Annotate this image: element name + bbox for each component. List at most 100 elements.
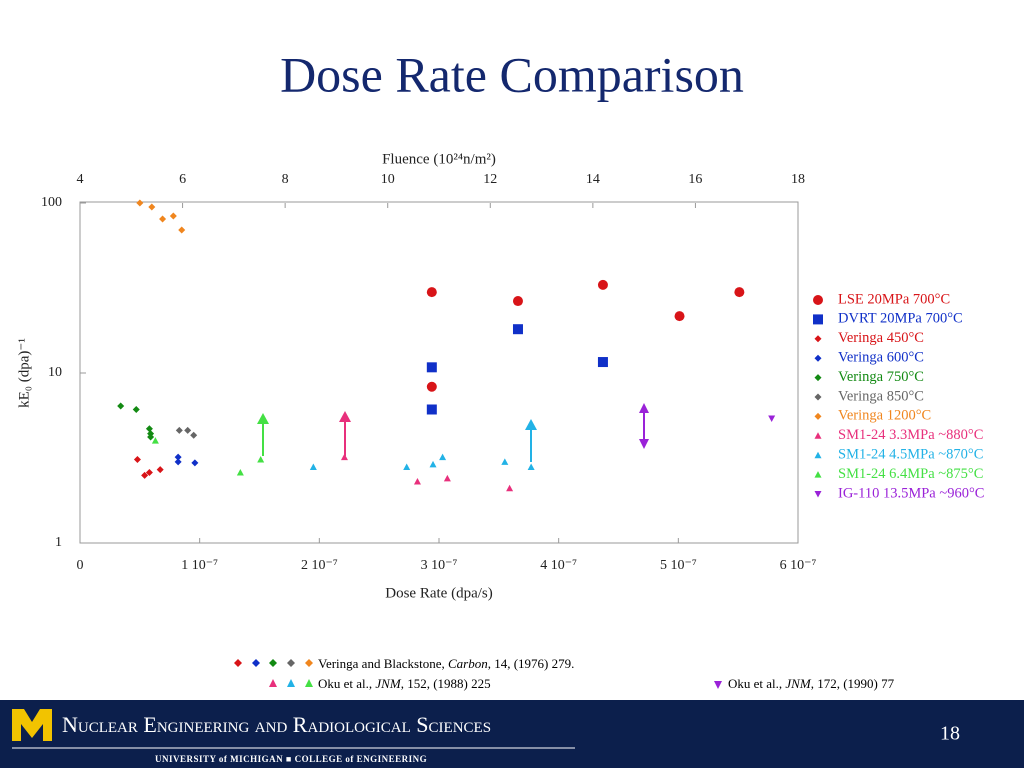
arrow-head	[339, 411, 351, 422]
reference: Veringa and Blackstone, Carbon, 14, (197…	[318, 656, 574, 671]
data-point	[136, 199, 144, 207]
arrow-head	[639, 403, 649, 413]
reference-part: , 14, (1976) 279.	[488, 656, 575, 671]
reference-part: , 172, (1990) 77	[811, 676, 895, 691]
data-point	[597, 279, 608, 290]
x-tick-label: 2 10⁻⁷	[301, 558, 338, 573]
x2-tick-label: 12	[483, 172, 497, 187]
reference-part: JNM	[785, 676, 811, 691]
x2-axis-label: Fluence (10²⁴n/m²)	[382, 151, 496, 167]
legend-marker	[814, 412, 822, 420]
data-point	[734, 287, 745, 298]
data-point	[147, 433, 155, 441]
legend-label: SM1-24 6.4MPa ~875°C	[838, 466, 983, 482]
x2-tick-label: 8	[282, 172, 289, 187]
data-point	[145, 468, 153, 476]
x-tick-label: 5 10⁻⁷	[660, 558, 697, 573]
arrow-head	[639, 439, 649, 449]
logo	[12, 709, 52, 741]
x2-tick-label: 18	[791, 172, 805, 187]
data-point	[340, 453, 348, 461]
reference-part: Oku et al.,	[318, 676, 375, 691]
ref-marker	[287, 679, 295, 687]
data-point	[768, 415, 776, 422]
data-point	[443, 474, 451, 482]
x-tick-label: 0	[77, 558, 84, 573]
data-point	[174, 458, 182, 466]
legend-label: DVRT 20MPa 700°C	[838, 311, 963, 327]
reference: Oku et al., JNM, 172, (1990) 77	[728, 676, 895, 691]
legend-label: IG-110 13.5MPa ~960°C	[838, 485, 984, 501]
legend-marker	[814, 335, 822, 343]
legend-marker	[814, 451, 822, 459]
legend-marker	[814, 354, 822, 362]
data-point	[148, 203, 156, 211]
data-point	[506, 484, 514, 492]
reference: Oku et al., JNM, 152, (1988) 225	[318, 676, 491, 691]
y-axis-label: kE₀ (dpa)⁻¹	[16, 338, 32, 408]
data-point	[151, 437, 159, 444]
data-point	[403, 463, 411, 470]
ref-marker	[305, 679, 313, 687]
ref-marker	[269, 659, 277, 667]
y-tick-label: 10	[48, 365, 62, 380]
x-tick-label: 1 10⁻⁷	[181, 558, 218, 573]
arrow-head	[525, 419, 537, 430]
data-point	[169, 212, 177, 220]
data-point	[597, 357, 608, 368]
data-point	[191, 459, 199, 467]
ref-marker	[252, 659, 260, 667]
legend-label: SM1-24 4.5MPa ~870°C	[838, 447, 983, 463]
reference-part: Veringa and Blackstone,	[318, 656, 448, 671]
legend-label: Veringa 600°C	[838, 350, 924, 366]
reference-part: Carbon	[448, 656, 488, 671]
data-point	[413, 478, 421, 485]
legend-label: LSE 20MPa 700°C	[838, 291, 950, 307]
data-point	[512, 296, 523, 307]
data-point	[527, 463, 535, 470]
legend-label: Veringa 850°C	[838, 388, 924, 404]
data-point	[159, 215, 167, 223]
reference-part: , 152, (1988) 225	[401, 676, 491, 691]
data-point	[674, 311, 685, 322]
data-point	[429, 460, 437, 468]
slide-title: Dose Rate Comparison	[280, 46, 744, 102]
legend-marker	[814, 432, 822, 439]
x2-tick-label: 10	[381, 172, 395, 187]
x2-tick-label: 4	[77, 172, 84, 187]
data-point	[426, 287, 437, 298]
data-point	[426, 362, 437, 373]
data-point	[439, 453, 447, 461]
y-tick-label: 1	[55, 535, 62, 550]
footer-band	[0, 700, 1024, 768]
data-point	[145, 425, 153, 433]
data-point	[501, 458, 509, 465]
x-tick-label: 6 10⁻⁷	[780, 558, 817, 573]
data-point	[309, 463, 317, 470]
reference-part: Oku et al.,	[728, 676, 785, 691]
legend-label: Veringa 450°C	[838, 330, 924, 346]
data-point	[133, 455, 141, 463]
legend-label: Veringa 1200°C	[838, 408, 931, 424]
legend-marker	[814, 393, 822, 401]
arrow-head	[257, 413, 269, 424]
ref-marker	[234, 659, 242, 667]
data-point	[174, 453, 182, 461]
data-point	[184, 426, 192, 434]
legend-marker	[813, 314, 823, 325]
y-tick-label: 100	[41, 195, 62, 210]
legend-marker	[814, 374, 822, 382]
legend-marker	[814, 471, 822, 478]
x2-tick-label: 14	[586, 172, 600, 187]
page-number: 18	[940, 723, 960, 745]
legend-label: SM1-24 3.3MPa ~880°C	[838, 427, 983, 443]
data-point	[132, 405, 140, 413]
data-point	[175, 426, 183, 434]
arrows	[257, 403, 649, 462]
data-point	[178, 226, 186, 234]
ref-marker	[269, 679, 277, 687]
ref-marker	[287, 659, 295, 667]
legend-marker	[813, 295, 823, 305]
x-tick-label: 3 10⁻⁷	[421, 558, 458, 573]
